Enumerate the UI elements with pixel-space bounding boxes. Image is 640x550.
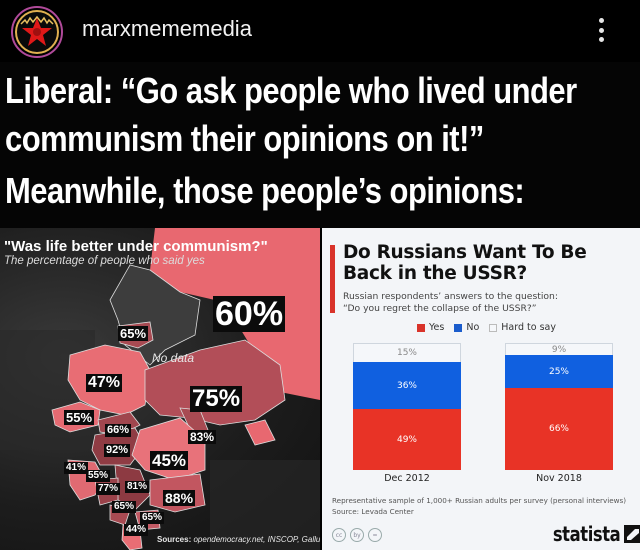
statista-logo[interactable]: statista xyxy=(538,522,640,546)
license-icons: cc by = xyxy=(332,528,382,542)
sources-label: Sources: xyxy=(157,535,192,544)
bar-segment-no: 25% xyxy=(505,355,613,388)
statista-chart-panel: Do Russians Want To Be Back in the USSR?… xyxy=(322,228,640,550)
pct-slovakia: 66% xyxy=(105,424,132,437)
chart-legend: Yes No Hard to say xyxy=(417,322,556,333)
communism-map-panel: "Was life better under communism?" The p… xyxy=(0,228,320,550)
eastern-europe-map xyxy=(0,228,320,550)
avatar[interactable] xyxy=(11,6,63,58)
pct-serbia: 81% xyxy=(125,481,150,493)
caption-line-1: Liberal: “Go ask people who lived under xyxy=(5,70,577,111)
pct-bosnia: 77% xyxy=(96,483,121,495)
bar-segment-hard: 15% xyxy=(353,343,461,362)
statista-wordmark: statista xyxy=(552,522,621,546)
bar-segment-no: 36% xyxy=(353,362,461,409)
legend-item-no: No xyxy=(454,322,479,333)
legend-swatch-yes xyxy=(417,323,425,332)
pct-slovenia: 41% xyxy=(64,462,89,474)
red-star-icon xyxy=(18,13,56,51)
attribution-icon[interactable]: by xyxy=(350,528,364,542)
meme-caption: Liberal: “Go ask people who lived under … xyxy=(0,62,640,228)
chart-subtitle-line-2: “Do you regret the collapse of the USSR?… xyxy=(343,303,537,314)
chart-subtitle: Russian respondents’ answers to the ques… xyxy=(343,291,633,315)
pct-croatia: 55% xyxy=(86,470,111,482)
pct-hungary: 92% xyxy=(104,444,131,457)
caption-line-3: Meanwhile, those people’s opinions: xyxy=(5,170,525,211)
legend-label-yes: Yes xyxy=(429,322,445,333)
chart-footnote: Representative sample of 1,000+ Russian … xyxy=(332,495,626,517)
post-header: marxmememedia xyxy=(0,0,640,58)
statista-logo-icon xyxy=(624,525,640,543)
avatar-image xyxy=(15,10,59,54)
pct-lithuania: 65% xyxy=(118,326,149,341)
sources-text: opendemocracy.net, INSCOP, Gallup xyxy=(193,535,320,544)
legend-item-yes: Yes xyxy=(417,322,444,333)
footnote-sample: Representative sample of 1,000+ Russian … xyxy=(332,496,627,505)
bar-label-dec-2012: Dec 2012 xyxy=(384,473,430,484)
no-derivatives-icon[interactable]: = xyxy=(368,528,382,542)
legend-label-no: No xyxy=(466,322,480,333)
accent-bar xyxy=(330,245,335,313)
map-sources: Sources: opendemocracy.net, INSCOP, Gall… xyxy=(157,535,320,544)
pct-romania: 45% xyxy=(150,451,189,470)
pct-russia: 60% xyxy=(213,295,286,333)
bar-dec-2012: 15% 36% 49% xyxy=(353,343,461,470)
bar-nov-2018: 9% 25% 66% xyxy=(505,343,613,470)
chart-title: Do Russians Want To Be Back in the USSR? xyxy=(343,242,587,284)
pct-montenegro: 65% xyxy=(112,501,137,513)
ellipsis-dot xyxy=(598,37,604,42)
username[interactable]: marxmememedia xyxy=(82,16,252,41)
bar-segment-yes: 66% xyxy=(505,388,613,470)
pct-czech: 55% xyxy=(64,410,95,425)
legend-swatch-hard xyxy=(489,323,498,332)
pct-poland: 47% xyxy=(86,374,123,392)
pct-ukraine: 75% xyxy=(190,385,243,412)
map-title: "Was life better under communism?" xyxy=(4,238,268,255)
pct-bulgaria: 88% xyxy=(163,490,196,506)
ellipsis-dot xyxy=(598,27,604,33)
legend-swatch-no xyxy=(454,323,463,332)
pct-moldova: 83% xyxy=(188,430,217,444)
legend-item-hard: Hard to say xyxy=(489,322,556,333)
cc-icon[interactable]: cc xyxy=(332,528,346,542)
more-options-button[interactable] xyxy=(594,14,608,46)
caption-line-2: communism their opinions on it!” xyxy=(5,118,484,159)
no-data-label: No data xyxy=(152,351,195,365)
legend-label-hard: Hard to say xyxy=(501,322,556,333)
pct-macedonia: 65% xyxy=(140,512,165,524)
bar-segment-hard: 9% xyxy=(505,343,613,355)
chart-subtitle-line-1: Russian respondents’ answers to the ques… xyxy=(343,291,558,302)
pct-albania: 44% xyxy=(124,524,149,536)
vertical-ellipsis-icon xyxy=(598,18,604,23)
bar-label-nov-2018: Nov 2018 xyxy=(536,473,582,484)
map-subtitle: The percentage of people who said yes xyxy=(4,255,205,267)
bar-segment-yes: 49% xyxy=(353,409,461,470)
footnote-source: Source: Levada Center xyxy=(332,507,414,516)
